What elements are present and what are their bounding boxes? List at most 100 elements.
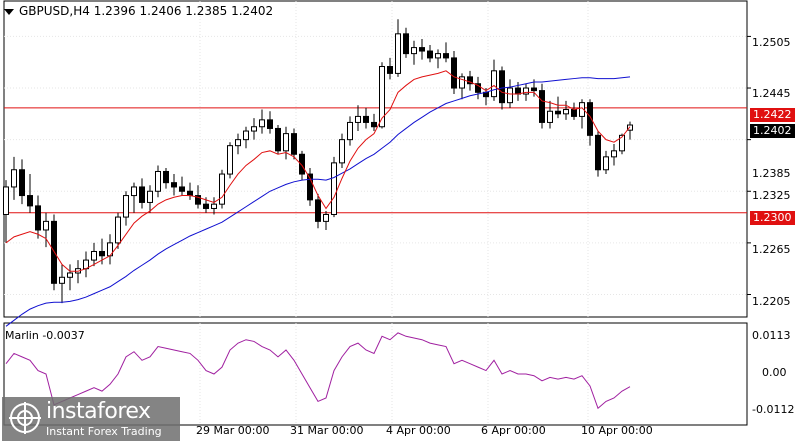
candle-body	[611, 150, 617, 158]
candle-body	[43, 220, 49, 231]
instaforex-logo-icon	[9, 402, 41, 434]
candle-body	[459, 76, 465, 89]
candle-body	[299, 153, 305, 175]
candle-body	[539, 90, 545, 123]
slow-ma-line	[5, 76, 631, 327]
current-price-tag: 1.2402	[750, 124, 795, 138]
candle-body	[499, 70, 505, 104]
candle-body	[491, 70, 497, 98]
candle-body	[475, 83, 481, 93]
main-pane-frame	[3, 0, 748, 318]
candle-body	[387, 66, 393, 74]
indicator-axis-label: -0.0112	[752, 403, 795, 416]
candle-body	[579, 102, 585, 117]
candle-body	[243, 130, 249, 141]
candle-body	[147, 190, 153, 203]
moving-averages	[5, 70, 631, 327]
dropdown-triangle-icon[interactable]	[4, 8, 14, 15]
candle-body	[355, 115, 361, 123]
watermark-logo: instaforex Instant Forex Trading	[2, 397, 180, 441]
candle-body	[587, 102, 593, 136]
symbol-line: GBPUSD,H4 1.2396 1.2406 1.2385 1.2402	[19, 4, 274, 18]
candle-body	[451, 57, 457, 89]
candle-body	[331, 162, 337, 215]
candle-body	[187, 190, 193, 197]
candle-body	[515, 87, 521, 95]
candle-body	[291, 133, 297, 155]
axis-ticks	[747, 35, 751, 295]
candle-body	[11, 169, 17, 188]
indicator-axis-label: 0.00	[762, 366, 787, 379]
price-label: 1.2265	[752, 243, 791, 256]
candle-body	[307, 173, 313, 201]
time-label: 4 Apr 00:00	[386, 424, 451, 437]
candle-body	[595, 134, 601, 171]
candle-body	[323, 213, 329, 222]
candle-body	[627, 124, 633, 131]
support-tag: 1.2300	[750, 211, 795, 225]
candle-body	[275, 127, 281, 152]
candle-body	[507, 87, 513, 104]
time-label: 31 Mar 00:00	[290, 424, 364, 437]
price-label: 1.2205	[752, 295, 791, 308]
candle-body	[523, 87, 529, 95]
symbol-header[interactable]: GBPUSD,H4 1.2396 1.2406 1.2385 1.2402	[4, 4, 273, 18]
candle-body	[259, 119, 265, 128]
time-label: 10 Apr 00:00	[581, 424, 653, 437]
candle-body	[67, 272, 73, 278]
candle-body	[203, 203, 209, 209]
oscillator-line	[5, 332, 631, 410]
candle-body	[27, 195, 33, 207]
price-label: 1.2385	[752, 167, 791, 180]
candle-body	[419, 47, 425, 52]
candle-body	[195, 195, 201, 205]
candle-body	[603, 156, 609, 171]
candle-body	[555, 110, 561, 115]
logo-tagline: Instant Forex Trading	[46, 425, 162, 438]
fast-ma-line	[5, 70, 631, 272]
candle-body	[347, 121, 353, 141]
candle-body	[315, 199, 321, 222]
candle-body	[131, 186, 137, 197]
candle-body	[339, 139, 345, 164]
candle-body	[435, 53, 441, 59]
candle-body	[379, 66, 385, 128]
candle-body	[123, 195, 129, 218]
oscillator	[5, 332, 631, 410]
candle-body	[283, 133, 289, 152]
candle-body	[467, 76, 473, 85]
candle-body	[411, 47, 417, 55]
grid	[4, 1, 747, 425]
candle-body	[227, 145, 233, 175]
candle-body	[427, 50, 433, 59]
indicator-label: Marlin -0.0037	[5, 329, 85, 342]
price-label: 1.2325	[752, 189, 791, 202]
logo-brand: instaforex	[46, 399, 151, 424]
candle-body	[139, 186, 145, 203]
time-label: 29 Mar 00:00	[196, 424, 270, 437]
candle-body	[219, 173, 225, 205]
candle-body	[363, 115, 369, 123]
time-label: 6 Apr 00:00	[481, 424, 546, 437]
price-label: 1.2445	[752, 87, 791, 100]
candle-body	[3, 186, 9, 215]
candle-body	[267, 119, 273, 129]
candle-body	[395, 33, 401, 74]
candle-body	[179, 186, 185, 192]
indicator-axis-label: 0.0113	[752, 329, 791, 342]
candle-body	[371, 121, 377, 128]
candle-body	[99, 250, 105, 257]
price-label: 1.2505	[752, 36, 791, 49]
candle-body	[91, 250, 97, 261]
candle-body	[547, 110, 553, 123]
candle-body	[443, 53, 449, 59]
candle-body	[163, 170, 169, 184]
candle-body	[571, 109, 577, 117]
candle-body	[563, 109, 569, 115]
candle-body	[155, 170, 161, 192]
candle-body	[59, 276, 65, 284]
candle-body	[211, 203, 217, 209]
candle-body	[115, 216, 121, 244]
candle-body	[251, 126, 257, 132]
